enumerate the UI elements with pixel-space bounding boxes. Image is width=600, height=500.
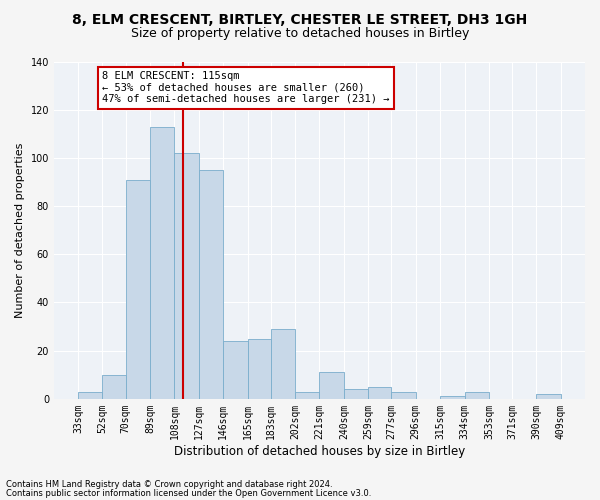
Text: Size of property relative to detached houses in Birtley: Size of property relative to detached ho… (131, 28, 469, 40)
Bar (319, 372, 344, 399)
Bar (536, 394, 561, 399)
Bar (344, 389, 368, 399)
Bar (391, 392, 416, 399)
Bar (464, 392, 489, 399)
Text: 8, ELM CRESCENT, BIRTLEY, CHESTER LE STREET, DH3 1GH: 8, ELM CRESCENT, BIRTLEY, CHESTER LE STR… (73, 12, 527, 26)
Y-axis label: Number of detached properties: Number of detached properties (15, 142, 25, 318)
Bar (103, 374, 125, 399)
Bar (175, 153, 199, 399)
Bar (271, 329, 295, 399)
Text: Contains public sector information licensed under the Open Government Licence v3: Contains public sector information licen… (6, 488, 371, 498)
Bar (223, 341, 248, 399)
Bar (125, 180, 150, 399)
Text: Contains HM Land Registry data © Crown copyright and database right 2024.: Contains HM Land Registry data © Crown c… (6, 480, 332, 489)
Bar (248, 338, 271, 399)
Bar (295, 392, 319, 399)
X-axis label: Distribution of detached houses by size in Birtley: Distribution of detached houses by size … (174, 444, 465, 458)
Bar (150, 126, 175, 399)
Text: 8 ELM CRESCENT: 115sqm
← 53% of detached houses are smaller (260)
47% of semi-de: 8 ELM CRESCENT: 115sqm ← 53% of detached… (103, 71, 390, 104)
Bar (440, 396, 464, 399)
Bar (368, 387, 391, 399)
Bar (78, 392, 103, 399)
Bar (199, 170, 223, 399)
